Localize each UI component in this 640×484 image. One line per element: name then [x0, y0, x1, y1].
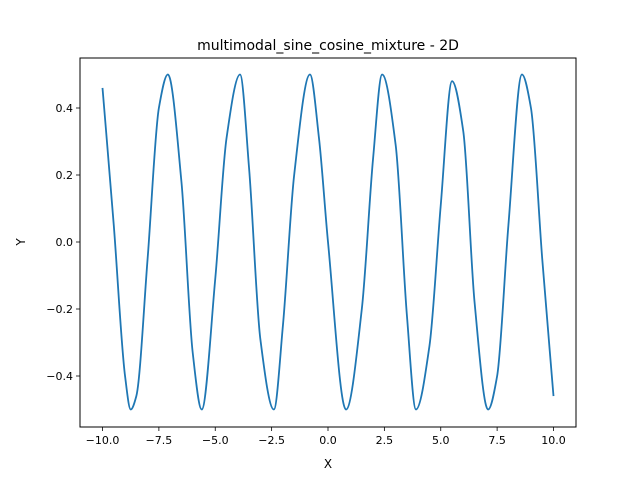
x-tick-label: 7.5: [488, 434, 506, 447]
y-tick-label: 0.2: [56, 169, 74, 182]
x-axis-label: X: [324, 457, 332, 471]
y-tick-label: −0.4: [46, 370, 73, 383]
y-tick-label: 0.4: [56, 102, 74, 115]
series-line: [101, 73, 555, 411]
x-tick-label: 0.0: [319, 434, 337, 447]
x-tick-label: 2.5: [376, 434, 394, 447]
y-axis-label: Y: [14, 238, 28, 247]
y-tick-label: 0.0: [56, 236, 74, 249]
x-tick-label: −2.5: [258, 434, 285, 447]
y-tick-label: −0.2: [46, 303, 73, 316]
x-tick-label: −10.0: [86, 434, 120, 447]
x-tick-label: −5.0: [202, 434, 229, 447]
x-tick-label: −7.5: [146, 434, 173, 447]
chart-title: multimodal_sine_cosine_mixture - 2D: [197, 38, 459, 54]
x-tick-label: 10.0: [541, 434, 566, 447]
y-axis: −0.4 −0.2 0.0 0.2 0.4: [46, 102, 80, 383]
series-layer: [101, 73, 555, 411]
x-tick-label: 5.0: [432, 434, 450, 447]
x-axis: −10.0 −7.5 −5.0 −2.5 0.0 2.5 5.0 7.5 10.0: [86, 427, 566, 447]
